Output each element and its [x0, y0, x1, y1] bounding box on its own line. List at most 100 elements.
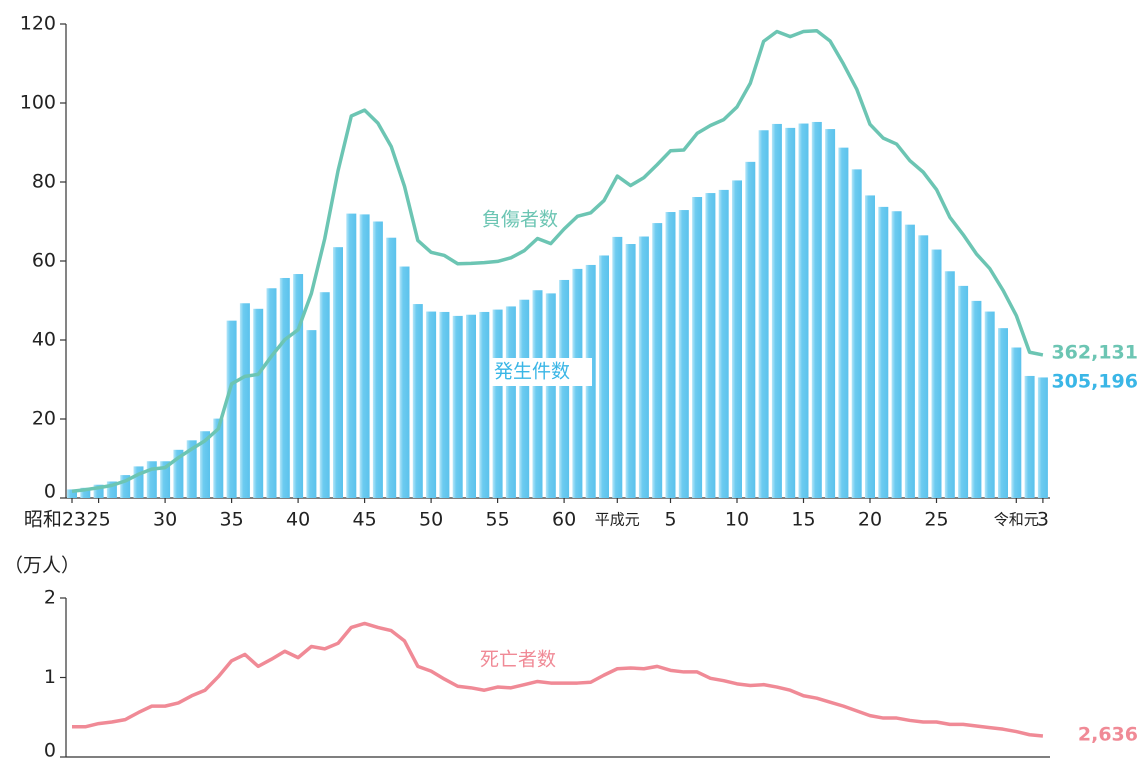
bar: [612, 236, 623, 498]
bar: [399, 266, 410, 498]
bar: [492, 309, 503, 498]
bar: [479, 311, 490, 498]
bar: [519, 299, 530, 498]
x-tick-label: 35: [220, 509, 244, 531]
series-label: 負傷者数: [482, 209, 558, 231]
bar: [120, 475, 131, 498]
bar: [904, 224, 915, 498]
x-tick-label: 20: [858, 509, 882, 531]
y-tick-label: 100: [20, 92, 56, 114]
bar: [665, 212, 676, 498]
end-label: 305,196: [1051, 371, 1138, 393]
bar: [705, 193, 716, 498]
bar: [200, 431, 210, 498]
bar: [771, 123, 782, 498]
bar: [1024, 375, 1035, 498]
line: [71, 28, 1044, 494]
bar: [811, 121, 822, 499]
y-tick-label: 40: [32, 329, 56, 351]
bar: [146, 461, 157, 498]
bar: [891, 211, 902, 499]
bar: [838, 147, 849, 498]
label-box: [492, 358, 592, 386]
x-tick-label: 40: [286, 509, 310, 531]
bar: [798, 123, 809, 498]
bar: [652, 223, 663, 498]
bar: [306, 330, 317, 498]
bar: [346, 213, 357, 498]
end-label: 2,636: [1078, 724, 1138, 746]
bar: [333, 247, 343, 498]
y-tick-label: 80: [32, 171, 56, 193]
x-tick-label: 10: [725, 509, 749, 531]
x-tick-label: 25: [87, 509, 111, 531]
x-tick-label: 55: [486, 509, 510, 531]
bar: [545, 293, 556, 498]
bar: [1011, 347, 1022, 498]
bar: [412, 304, 423, 498]
y-tick-label: 0: [44, 481, 56, 503]
bar: [93, 484, 104, 498]
series-label: 発生件数: [494, 361, 570, 383]
bar: [958, 285, 969, 498]
bar: [279, 277, 290, 498]
x-tick-label: 3: [1037, 509, 1049, 531]
y-tick-label: 2: [44, 587, 56, 609]
bar: [678, 210, 689, 499]
bar: [466, 314, 476, 498]
bar: [426, 311, 437, 498]
line: [72, 621, 1044, 738]
x-tick-label: 45: [353, 509, 377, 531]
bar: [758, 130, 769, 498]
bar: [266, 288, 277, 498]
bar: [319, 292, 330, 498]
bar: [505, 306, 516, 498]
bar: [825, 129, 836, 498]
bar: [173, 449, 184, 498]
bar: [186, 440, 197, 498]
bar: [865, 195, 875, 498]
bar: [133, 466, 144, 498]
x-tick-label: 平成元: [595, 511, 640, 529]
bar: [80, 487, 91, 498]
bar: [452, 315, 463, 498]
x-tick-label: 昭和23: [24, 509, 86, 531]
bar: [213, 418, 224, 498]
bar: [532, 290, 543, 498]
y-tick-label: 0: [44, 740, 56, 761]
bar: [160, 461, 171, 498]
y-tick-label: 20: [32, 408, 56, 430]
bar: [851, 169, 862, 499]
y-tick-label: 60: [32, 250, 56, 272]
bar: [293, 274, 304, 498]
bar: [971, 300, 982, 498]
bar: [67, 489, 77, 498]
bar: [745, 161, 756, 499]
x-tick-label: 15: [791, 509, 815, 531]
y-tick-label: 1: [44, 666, 56, 688]
bar: [106, 481, 117, 498]
series-label: 死亡者数: [480, 649, 556, 671]
bar: [998, 328, 1008, 498]
bar: [386, 237, 397, 498]
x-tick-label: 25: [924, 509, 948, 531]
y-tick-label: 120: [20, 13, 56, 35]
x-tick-label: 令和元: [994, 511, 1039, 529]
bar: [918, 235, 929, 498]
bar: [692, 197, 703, 498]
bar: [559, 279, 570, 498]
bar: [253, 308, 264, 498]
y-axis-label: （万人）: [4, 555, 80, 577]
bar: [878, 206, 889, 498]
bar: [931, 249, 942, 498]
end-label: 362,131: [1051, 342, 1138, 364]
x-tick-label: 30: [153, 509, 177, 531]
bar: [226, 320, 237, 498]
bar: [785, 127, 796, 498]
bar: [439, 311, 450, 498]
x-tick-label: 5: [664, 509, 676, 531]
x-tick-label: 60: [552, 509, 576, 531]
bar: [239, 303, 250, 498]
bar: [1037, 377, 1048, 498]
